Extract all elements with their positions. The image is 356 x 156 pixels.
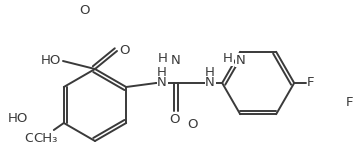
Text: CH₃: CH₃ xyxy=(24,132,48,144)
Text: O: O xyxy=(188,119,198,132)
Text: O: O xyxy=(79,3,89,17)
Text: N: N xyxy=(171,54,181,66)
Text: HO: HO xyxy=(7,112,28,124)
Text: HO: HO xyxy=(41,54,61,68)
Text: H: H xyxy=(157,66,167,79)
Text: CH₃: CH₃ xyxy=(33,132,58,144)
Text: H: H xyxy=(223,52,233,65)
Text: N: N xyxy=(236,54,246,66)
Text: F: F xyxy=(307,76,315,90)
Text: O: O xyxy=(119,44,130,58)
Text: N: N xyxy=(205,76,215,90)
Text: O: O xyxy=(169,113,179,126)
Text: H: H xyxy=(158,52,168,65)
Text: N: N xyxy=(157,76,167,90)
Text: H: H xyxy=(205,66,215,79)
Text: F: F xyxy=(346,97,354,110)
